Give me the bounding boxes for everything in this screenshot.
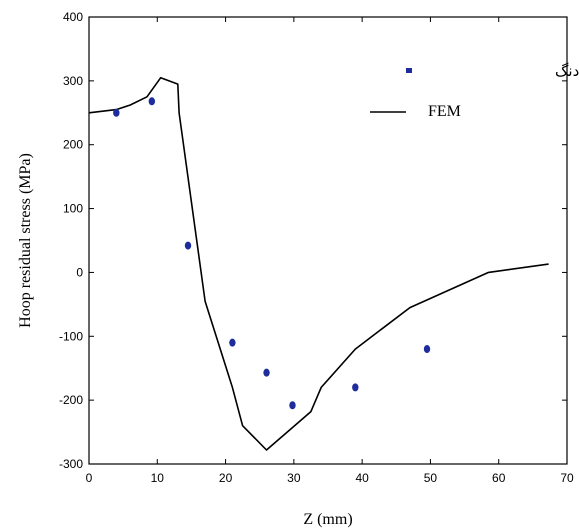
legend-label-experimental: نتایج تجربی دنگ <box>555 62 579 80</box>
x-tick-label: 0 <box>86 471 93 485</box>
x-axis-title: Z (mm) <box>303 511 352 528</box>
y-tick-label: 200 <box>63 138 83 152</box>
legend-marker-experimental <box>406 68 412 73</box>
data-point <box>229 338 236 347</box>
data-point <box>352 383 359 392</box>
tick-marks <box>88 16 568 465</box>
legend-label-fem: FEM <box>428 103 461 120</box>
data-point <box>263 368 270 377</box>
x-tick-label: 20 <box>219 471 233 485</box>
fem-line <box>88 76 549 451</box>
y-tick-label: -100 <box>59 329 83 343</box>
x-tick-label: 10 <box>151 471 165 485</box>
fem-series <box>88 76 549 451</box>
x-tick-labels: 0 10 20 30 40 50 60 70 <box>86 471 574 485</box>
y-tick-label: 100 <box>63 202 83 216</box>
x-tick-label: 60 <box>492 471 506 485</box>
x-tick-label: 50 <box>424 471 438 485</box>
data-point <box>113 108 120 117</box>
y-tick-label: 0 <box>76 265 83 279</box>
experimental-series <box>113 97 431 410</box>
y-axis-title: Hoop residual stress (MPa) <box>17 153 34 328</box>
y-tick-label: -200 <box>59 393 83 407</box>
x-tick-label: 30 <box>287 471 301 485</box>
y-tick-labels: -300 -200 -100 0 100 200 300 400 <box>59 10 83 471</box>
y-tick-label: -300 <box>59 457 83 471</box>
legend: نتایج تجربی دنگ FEM <box>370 62 579 120</box>
x-tick-label: 40 <box>355 471 369 485</box>
y-tick-label: 300 <box>63 74 83 88</box>
data-point <box>423 345 431 354</box>
data-point <box>289 401 296 410</box>
data-point <box>184 241 192 250</box>
plot-frame <box>88 16 568 465</box>
x-tick-label: 70 <box>560 471 574 485</box>
data-point <box>148 97 156 106</box>
y-tick-label: 400 <box>63 10 83 24</box>
